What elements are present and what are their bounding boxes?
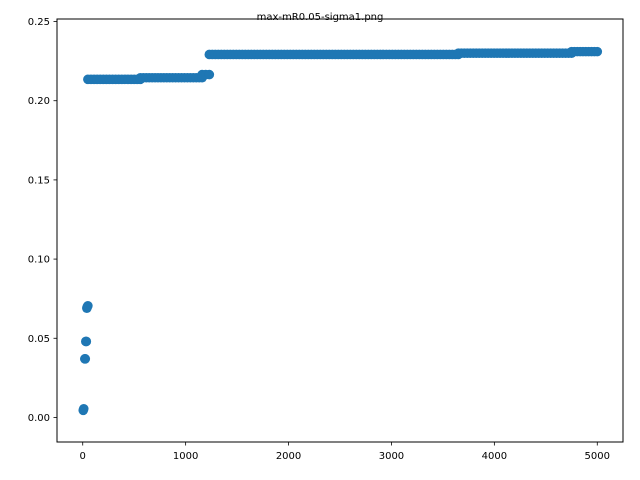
x-tick-label: 3000 [379, 451, 404, 462]
y-tick-label: 0.05 [28, 334, 50, 345]
data-points [78, 46, 603, 416]
y-tick-label: 0.15 [28, 175, 50, 186]
y-tick-label: 0.20 [28, 96, 50, 107]
x-tick-label: 1000 [173, 451, 198, 462]
x-tick-label: 0 [80, 451, 86, 462]
x-axis: 0 1000 2000 3000 4000 5000 [80, 442, 610, 462]
chart-title: max-mR0.05-sigma1.png [257, 12, 384, 23]
data-point [78, 403, 89, 414]
y-tick-label: 0.25 [28, 17, 50, 28]
y-tick-label: 0.00 [28, 413, 50, 424]
data-point [592, 46, 603, 57]
x-tick-label: 4000 [482, 451, 507, 462]
plot-frame [56, 18, 624, 443]
x-tick-label: 5000 [585, 451, 610, 462]
y-tick-label: 0.10 [28, 255, 50, 266]
data-point [83, 301, 93, 311]
data-point [204, 69, 215, 80]
data-point [81, 336, 92, 347]
x-tick-label: 2000 [276, 451, 301, 462]
y-axis: 0.00 0.05 0.10 0.15 0.20 0.25 [28, 17, 57, 424]
data-point [80, 354, 91, 364]
